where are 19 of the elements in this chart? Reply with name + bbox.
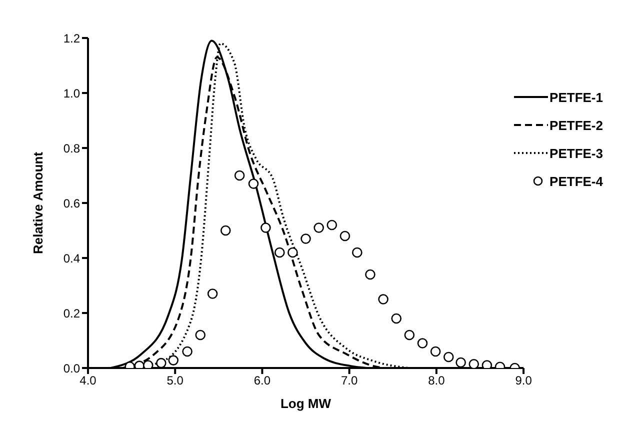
x-axis-title: Log MW bbox=[280, 396, 332, 411]
y-tick-label: 1.2 bbox=[63, 31, 80, 46]
y-tick-label: 0.4 bbox=[63, 251, 80, 266]
legend-label: PETFE-3 bbox=[550, 146, 603, 160]
x-tick-label: 7.0 bbox=[340, 374, 358, 388]
x-tick-label: 6.0 bbox=[254, 374, 271, 388]
y-axis-title: Relative Amount bbox=[30, 151, 46, 254]
x-tick-label: 8.0 bbox=[428, 374, 446, 388]
y-tick-label: 0.0 bbox=[63, 361, 80, 376]
y-tick-label: 0.6 bbox=[63, 196, 80, 210]
y-tick-label: 0.2 bbox=[63, 306, 80, 320]
y-tick-label: 0.8 bbox=[63, 141, 80, 156]
legend-label: PETFE-4 bbox=[550, 174, 603, 188]
legend-label: PETFE-2 bbox=[550, 118, 603, 132]
x-tick-label: 4.0 bbox=[80, 374, 97, 388]
x-tick-label: 9.0 bbox=[515, 374, 532, 388]
legend-label: PETFE-1 bbox=[550, 90, 603, 104]
x-tick-label: 5.0 bbox=[166, 374, 184, 388]
y-tick-label: 1.0 bbox=[63, 86, 80, 100]
